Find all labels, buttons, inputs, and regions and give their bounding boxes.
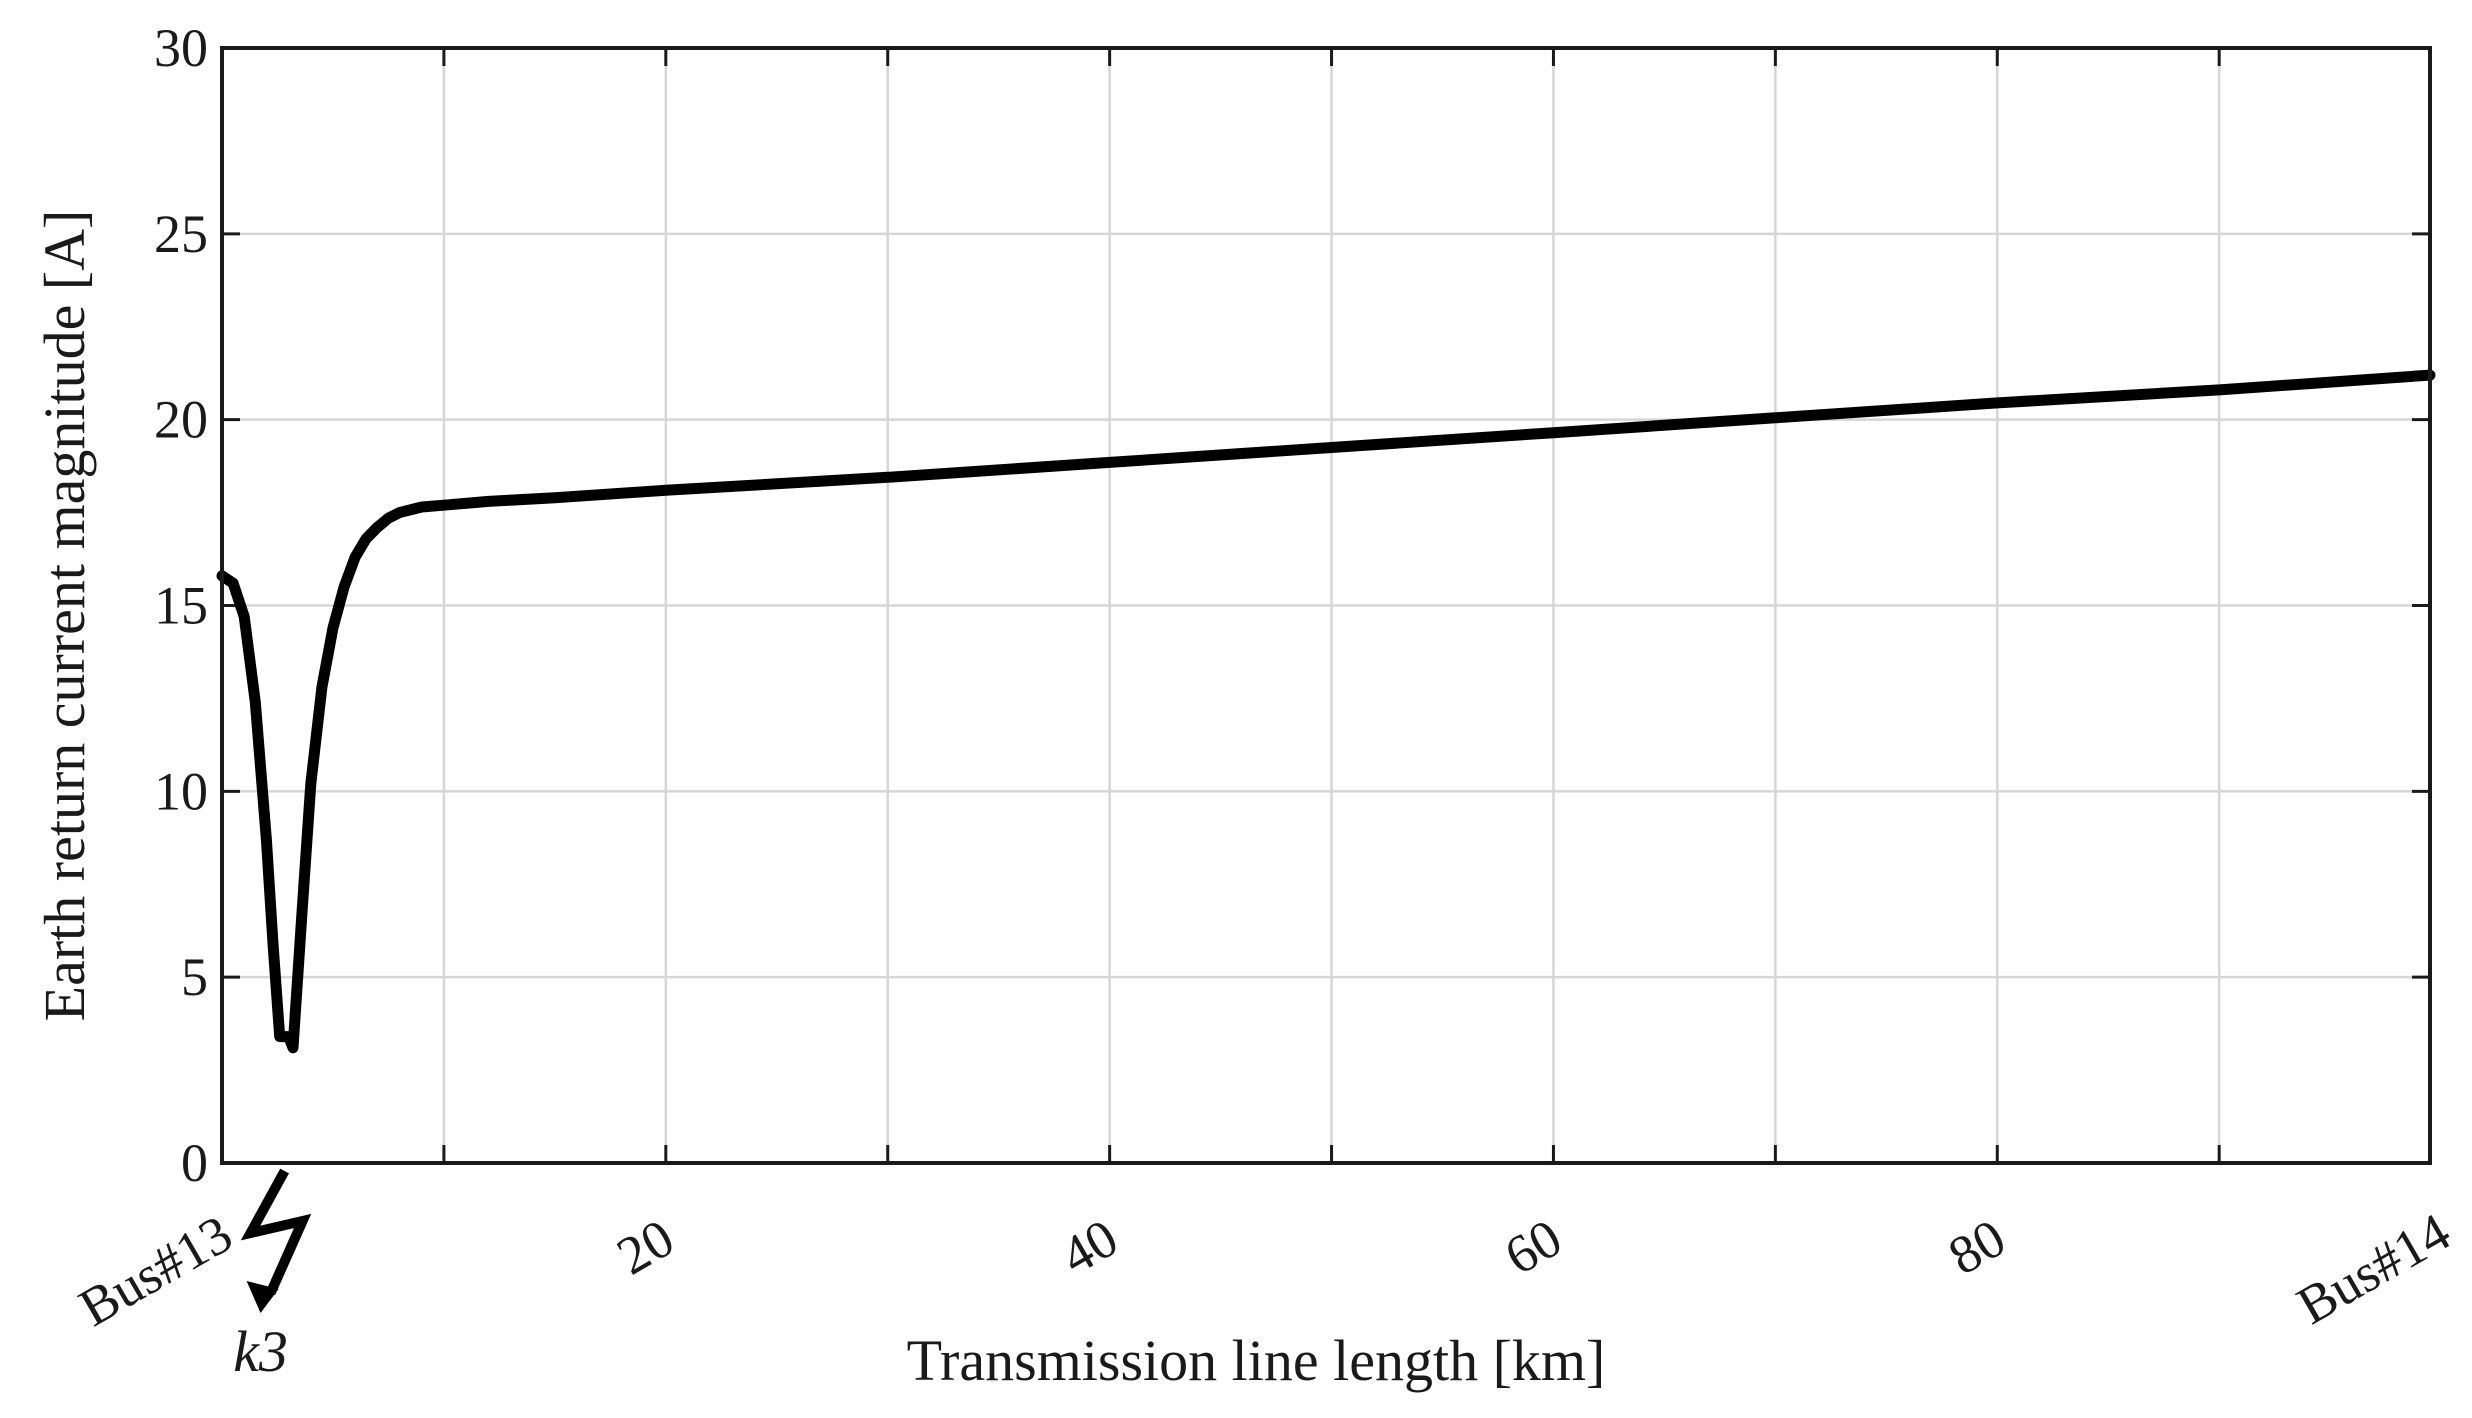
x-tick-label: 40	[1051, 1207, 1128, 1286]
y-tick-label: 10	[154, 761, 208, 821]
y-tick-label: 20	[154, 390, 208, 450]
x-tick-label: Bus#13	[69, 1203, 242, 1337]
fault-label: k3	[233, 1319, 288, 1384]
x-tick-label: Bus#14	[2287, 1201, 2460, 1335]
fault-marker: k3	[233, 1168, 312, 1384]
y-tick-label: 15	[154, 576, 208, 636]
fault-bolt	[240, 1168, 312, 1296]
x-tick-label: 20	[607, 1207, 684, 1286]
y-axis-title: Earth return current magnitude [A]	[32, 210, 97, 1022]
series-layer	[216, 369, 2436, 1054]
plot-frame	[220, 46, 2432, 1165]
x-axis-title: Transmission line length [km]	[907, 1328, 1606, 1393]
x-tick-label: 80	[1939, 1207, 2016, 1286]
y-tick-label: 5	[181, 947, 208, 1007]
fault-arrowhead	[246, 1281, 279, 1313]
grid-lines	[222, 48, 2430, 1163]
y-tick-label: 25	[154, 204, 208, 264]
y-tick-label: 0	[181, 1133, 208, 1193]
x-tick-labels: Bus#13 20 40 60 80 Bus#14	[69, 1201, 2460, 1337]
y-tick-label: 30	[154, 18, 208, 78]
y-tick-labels: 0 5 10 15 20 25 30	[154, 18, 208, 1193]
x-tick-label: 60	[1495, 1207, 1572, 1286]
series-line	[216, 369, 2436, 1054]
